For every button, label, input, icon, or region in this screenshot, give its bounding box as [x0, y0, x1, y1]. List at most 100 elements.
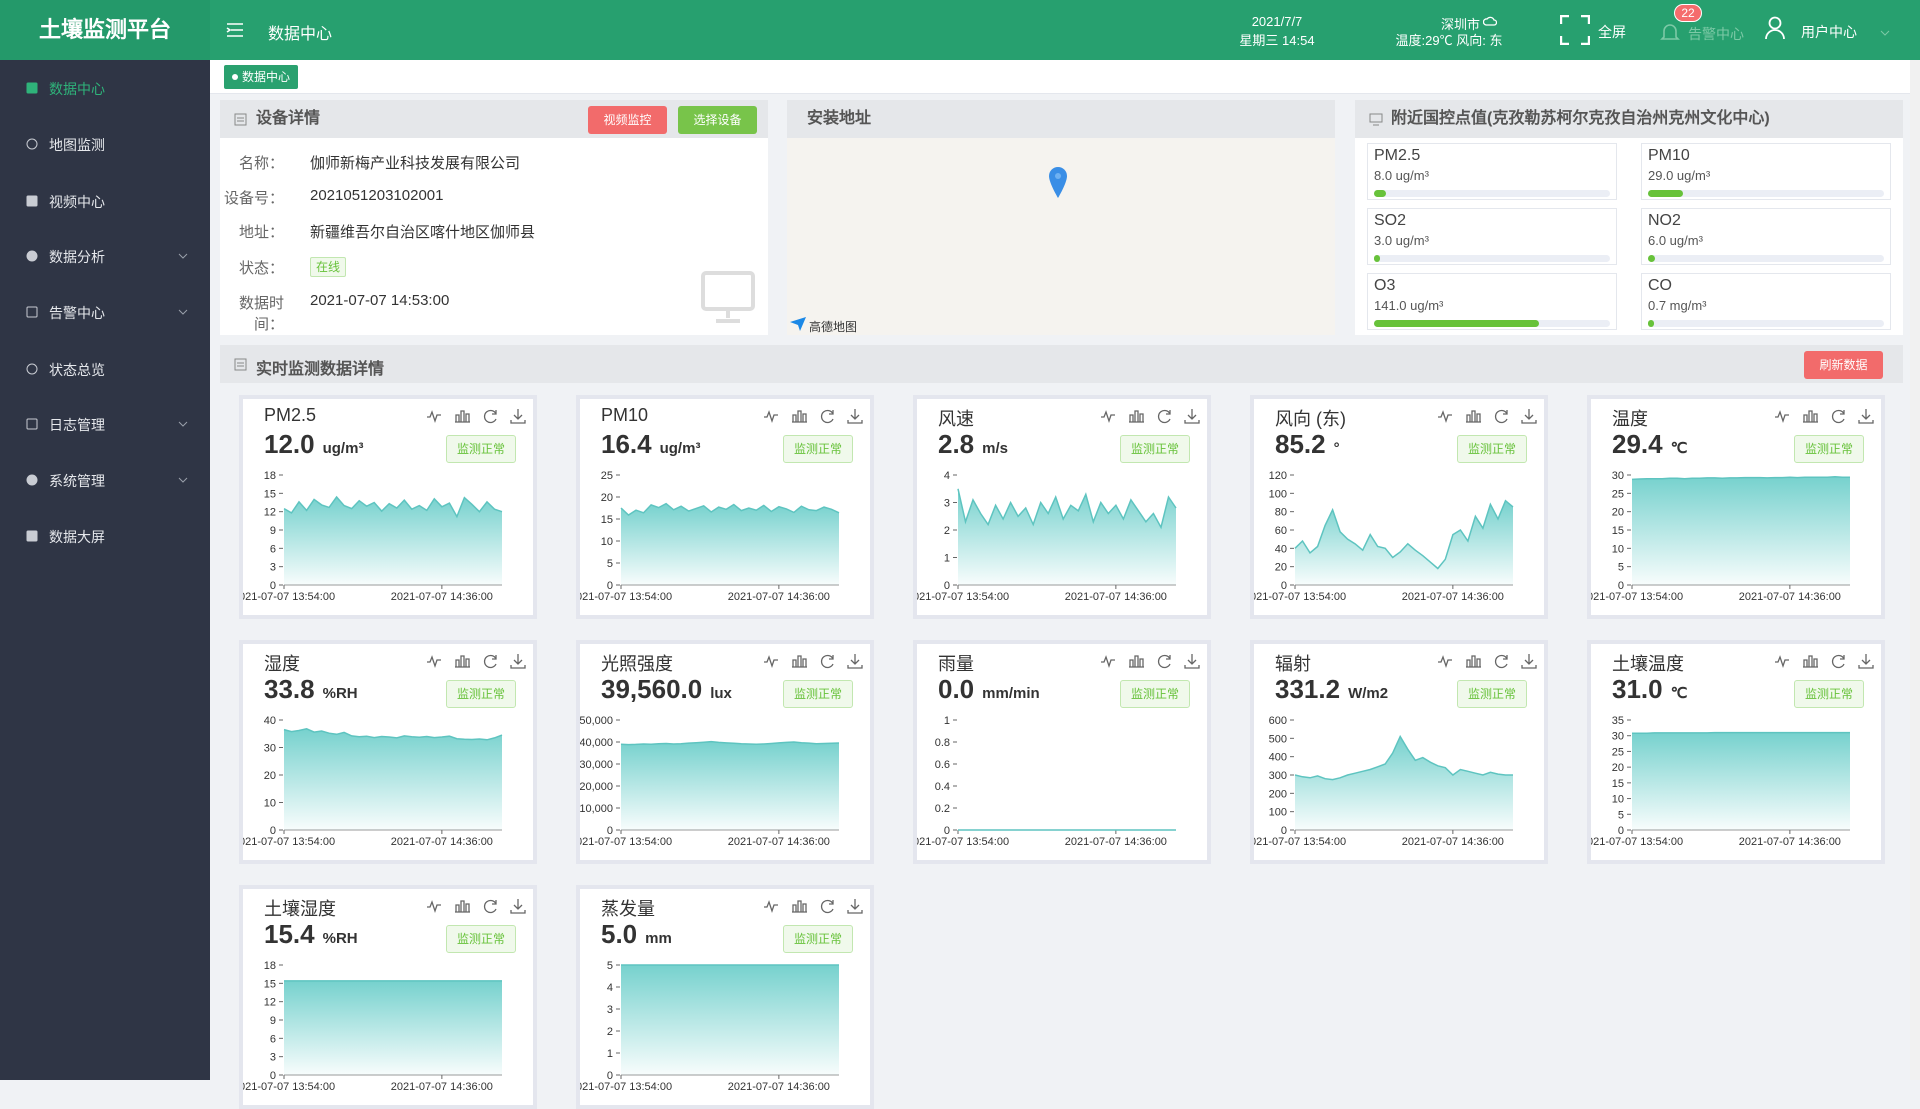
toolbox-icon[interactable] [1437, 408, 1454, 425]
y-tick-label: 35 [1612, 715, 1624, 727]
toolbox-icon[interactable] [1830, 408, 1847, 425]
reading: 5.0 mm [601, 919, 672, 950]
toolbox-icon[interactable] [482, 898, 499, 915]
toolbox-icon[interactable] [1521, 408, 1538, 425]
toolbox-icon[interactable] [1184, 653, 1201, 670]
y-tick-label: 9 [270, 525, 276, 537]
toolbox-icon[interactable] [791, 653, 808, 670]
toolbox-icon[interactable] [1493, 653, 1510, 670]
y-tick-label: 9 [270, 1015, 276, 1027]
toolbox-icon[interactable] [454, 898, 471, 915]
status-tag: 在线 [310, 257, 347, 277]
reading-unit: ug/m³ [659, 440, 701, 457]
menu-item[interactable]: 数据中心 [0, 64, 210, 112]
toolbox-icon[interactable] [1802, 653, 1819, 670]
toolbox-icon[interactable] [847, 898, 864, 915]
menu-item[interactable]: 地图监测 [0, 120, 210, 168]
toolbox-icon[interactable] [454, 408, 471, 425]
menu-item[interactable]: 数据大屏 [0, 512, 210, 560]
toolbox-icon[interactable] [1858, 408, 1875, 425]
toolbox-icon[interactable] [847, 653, 864, 670]
station-item: NO2 6.0 ug/m³ [1641, 208, 1891, 265]
y-tick-label: 10 [1612, 794, 1624, 806]
toolbox-icon[interactable] [1521, 653, 1538, 670]
y-tick-label: 1 [944, 715, 950, 727]
video-button[interactable]: 视频监控 [588, 106, 667, 134]
fullscreen[interactable]: 全屏 [1598, 24, 1626, 40]
menu-item[interactable]: 视频中心 [0, 177, 210, 225]
toolbox-icon[interactable] [791, 408, 808, 425]
user-icon[interactable] [1764, 16, 1786, 40]
select-device-button[interactable]: 选择设备 [678, 106, 757, 134]
toolbox-icon[interactable] [847, 408, 864, 425]
menu-item[interactable]: 数据分析 [0, 232, 210, 280]
panel-title: 附近国控点值(克孜勒苏柯尔克孜自治州克州文化中心) [1391, 110, 1770, 127]
menu-item[interactable]: 告警中心 [0, 288, 210, 336]
nearby-panel: 附近国控点值(克孜勒苏柯尔克孜自治州克州文化中心) PM2.5 8.0 ug/m³… [1355, 100, 1903, 335]
x-tick-label: 2021-07-07 13:54:00 [243, 1081, 335, 1093]
y-tick-label: 0 [1281, 825, 1287, 837]
toolbox-icon[interactable] [1830, 653, 1847, 670]
y-tick-label: 25 [1612, 488, 1624, 500]
field-value: 新疆维吾尔自治区喀什地区伽师县 [310, 224, 536, 241]
toolbox-icon[interactable] [1774, 408, 1791, 425]
toolbox-icon[interactable] [426, 653, 443, 670]
toolbox-icon[interactable] [426, 408, 443, 425]
alarm-icon[interactable] [1660, 22, 1680, 42]
toolbox-icon[interactable] [1774, 653, 1791, 670]
toolbox-icon[interactable] [1128, 408, 1145, 425]
toolbox-icon[interactable] [1437, 653, 1454, 670]
alarm-link[interactable]: 告警中心 [1688, 26, 1744, 42]
toolbox-icon[interactable] [1802, 408, 1819, 425]
toolbox-icon[interactable] [791, 898, 808, 915]
monitor-card: 0 3 6 9 12 15 18 2021-07-07 13:54:00 2021-07-07 … [239, 885, 537, 1109]
user-menu[interactable]: 用户中心 [1801, 24, 1857, 40]
y-tick-label: 200 [1269, 788, 1287, 800]
toolbox-icon[interactable] [1858, 653, 1875, 670]
toolbox-icon[interactable] [763, 408, 780, 425]
toolbox-icon[interactable] [1100, 653, 1117, 670]
toolbox-icon[interactable] [1156, 408, 1173, 425]
toolbox-icon[interactable] [1128, 653, 1145, 670]
toolbox-icon[interactable] [1156, 653, 1173, 670]
y-tick-label: 0 [1618, 580, 1624, 592]
toolbox-icon[interactable] [819, 653, 836, 670]
breadcrumb-tag[interactable]: 数据中心 [224, 65, 299, 89]
toolbox-icon[interactable] [482, 408, 499, 425]
toolbox-icon[interactable] [1493, 408, 1510, 425]
menu-item[interactable]: 状态总览 [0, 345, 210, 393]
toolbox-icon[interactable] [426, 898, 443, 915]
fullscreen-icon[interactable] [1560, 15, 1590, 45]
toolbox-icon[interactable] [1100, 408, 1117, 425]
toolbox-icon[interactable] [1184, 408, 1201, 425]
toolbox-icon[interactable] [482, 653, 499, 670]
device-panel: 设备详情 视频监控 选择设备 名称： 伽师新梅产业科技发展有限公司 设备号： 2021… [220, 100, 768, 335]
y-tick-label: 4 [944, 470, 950, 482]
toolbox-icon[interactable] [819, 408, 836, 425]
x-tick-label: 2021-07-07 14:36:00 [1402, 836, 1504, 848]
toolbox-icon[interactable] [510, 653, 527, 670]
toolbox-icon[interactable] [454, 653, 471, 670]
toolbox-icon[interactable] [1465, 408, 1482, 425]
y-tick-label: 0 [607, 1070, 613, 1082]
menu-icon [26, 250, 38, 262]
area-fill [621, 741, 839, 830]
menu-item[interactable]: 系统管理 [0, 456, 210, 504]
menu-item[interactable]: 日志管理 [0, 400, 210, 448]
reading-value: 0.0 [938, 674, 975, 704]
toolbox-icon[interactable] [1465, 653, 1482, 670]
refresh-button[interactable]: 刷新数据 [1804, 351, 1883, 379]
card-chart: 0 1 2 3 4 2021-07-07 13:54:00 2021-07-07 14:36… [917, 470, 1177, 603]
map-marker[interactable] [1047, 165, 1069, 199]
reading: 85.2 ° [1275, 429, 1340, 460]
reading: 31.0 ℃ [1612, 674, 1687, 705]
monitor-card: 0 1 2 3 4 5 2021-07-07 13:54:00 2021-07-07 14:3… [576, 885, 874, 1109]
toolbox-icon[interactable] [763, 898, 780, 915]
toolbox-icon[interactable] [510, 408, 527, 425]
toolbox-icon[interactable] [763, 653, 780, 670]
menu-toggle[interactable] [226, 22, 244, 38]
toolbox-icon[interactable] [819, 898, 836, 915]
card-title: 辐射 [1275, 654, 1311, 674]
pollutant-name: PM2.5 [1374, 147, 1421, 164]
toolbox-icon[interactable] [510, 898, 527, 915]
